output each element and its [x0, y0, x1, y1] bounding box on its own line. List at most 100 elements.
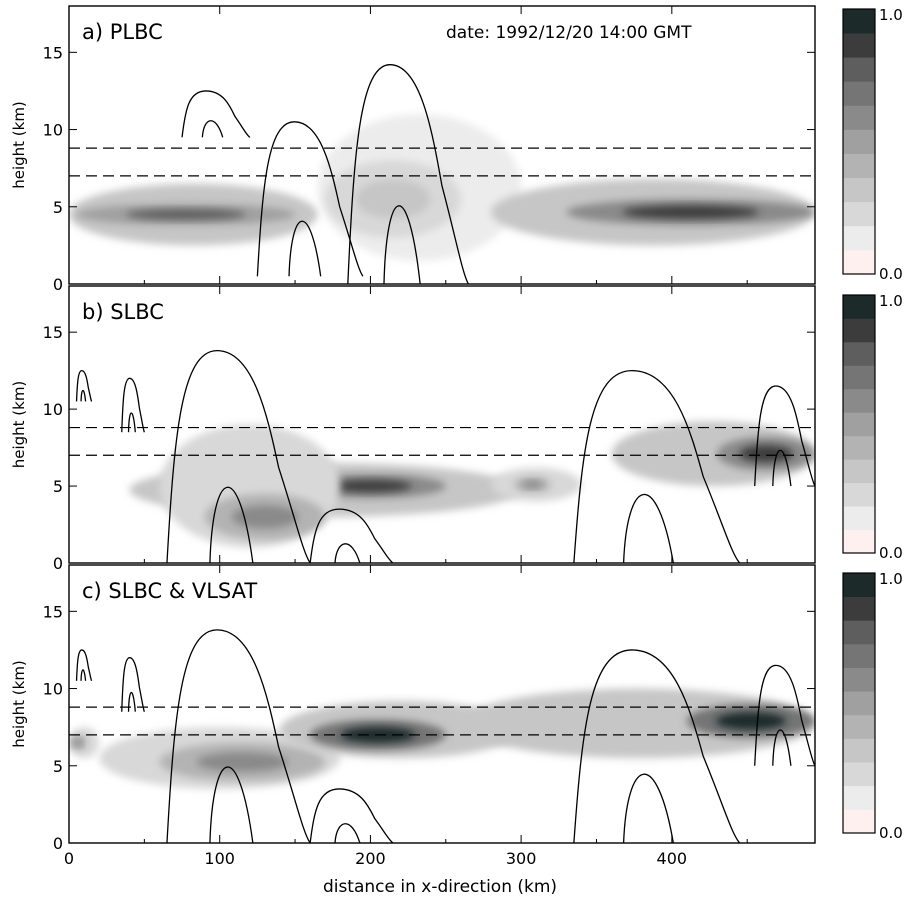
- cloud-contour: [347, 64, 469, 284]
- x-tick-label: 200: [355, 849, 386, 868]
- colorbar: 1.0 0.0: [842, 292, 903, 562]
- colorbar-swatch: [843, 667, 875, 692]
- x-tick-label: 400: [657, 849, 688, 868]
- colorbar-swatch: [843, 129, 875, 154]
- colorbar-swatch: [843, 341, 875, 366]
- colorbar-min-label: 0.0: [879, 544, 903, 562]
- y-axis-label: height (km): [10, 101, 28, 189]
- y-tick-label: 15: [43, 43, 63, 62]
- cloud-contour: [75, 369, 93, 402]
- colorbar: 1.0 0.0: [842, 6, 903, 283]
- colorbar-swatch: [843, 573, 875, 598]
- cloud-contour: [181, 90, 251, 138]
- shaded-region-peak: [355, 179, 431, 219]
- colorbar-swatch: [843, 9, 875, 34]
- colorbar-max-label: 1.0: [879, 6, 903, 24]
- shaded-region-peak: [196, 752, 288, 772]
- cloud-contour: [166, 349, 311, 563]
- colorbar-swatch: [843, 482, 875, 507]
- shaded-region-peak: [622, 205, 760, 219]
- colorbar-swatch: [843, 506, 875, 530]
- colorbar-swatch: [843, 57, 875, 82]
- plot-frame: [68, 564, 816, 844]
- cloud-contour: [754, 385, 815, 487]
- shaded-region-peak: [522, 480, 543, 489]
- colorbar-swatch: [843, 459, 875, 484]
- x-tick-label: 300: [506, 849, 537, 868]
- cloud-contour: [256, 121, 364, 277]
- y-tick-label: 10: [43, 680, 63, 699]
- y-tick-label: 0: [53, 834, 63, 853]
- colorbar-swatch: [843, 714, 875, 739]
- colorbar-swatch: [843, 33, 875, 58]
- colorbar-swatch: [843, 738, 875, 763]
- colorbar-swatch: [843, 691, 875, 716]
- shaded-region-peak: [715, 712, 787, 730]
- plot-frame: [68, 5, 816, 285]
- shaded-region-peak: [328, 479, 412, 493]
- y-tick-label: 0: [53, 554, 63, 573]
- cloud-contour: [166, 629, 311, 843]
- colorbar-swatch: [843, 643, 875, 668]
- panel-2: 0 5 10 15 b) SLBC height (km): [10, 285, 816, 573]
- colorbar-swatch: [843, 529, 875, 554]
- colorbar-swatch: [843, 295, 875, 319]
- colorbar-swatch: [843, 809, 875, 834]
- panel-label: c) SLBC & VLSAT: [82, 579, 257, 603]
- colorbar-swatch: [843, 177, 875, 203]
- colorbar-min-label: 0.0: [879, 824, 903, 842]
- cloud-contour: [309, 508, 394, 563]
- colorbar: 1.0 0.0: [842, 570, 903, 842]
- y-tick-label: 10: [43, 400, 63, 419]
- cloud-contour: [121, 657, 145, 712]
- colorbar-swatch: [843, 388, 875, 413]
- panel-label: b) SLBC: [82, 300, 164, 324]
- y-axis-label: height (km): [10, 660, 28, 748]
- colorbar-max-label: 1.0: [879, 292, 903, 310]
- panel-1: 0 5 10 15 a) PLBC height (km): [10, 5, 816, 294]
- colorbar-max-label: 1.0: [879, 570, 903, 588]
- colorbar-swatch: [843, 412, 875, 437]
- shaded-region-peak: [73, 738, 84, 747]
- colorbar-swatch: [843, 201, 875, 227]
- cloud-contour: [309, 788, 394, 843]
- colorbar-swatch: [843, 365, 875, 390]
- y-tick-label: 15: [43, 323, 63, 342]
- colorbar-swatch: [843, 435, 875, 460]
- colorbar-swatch: [843, 318, 875, 343]
- colorbar-swatch: [843, 249, 875, 275]
- colorbar-frame: [842, 572, 876, 834]
- y-tick-label: 0: [53, 275, 63, 294]
- y-tick-label: 5: [53, 477, 63, 496]
- panel-3: 0 5 10 15 c) SLBC & VLSAT height (km) 0 100 200 3…: [10, 564, 816, 868]
- colorbar-swatch: [843, 225, 875, 251]
- colorbar-swatch: [843, 762, 875, 787]
- date-label: date: 1992/12/20 14:00 GMT: [446, 23, 692, 43]
- x-axis-label: distance in x-direction (km): [323, 877, 557, 897]
- y-tick-label: 5: [53, 757, 63, 776]
- colorbar-swatch: [843, 105, 875, 130]
- y-tick-label: 15: [43, 602, 63, 621]
- cloud-contour: [121, 377, 145, 433]
- cloud-contour: [573, 649, 741, 843]
- colorbar-frame: [842, 8, 876, 275]
- shaded-region-peak: [125, 209, 246, 220]
- shaded-region-peak: [231, 505, 299, 529]
- plot-frame: [68, 285, 816, 564]
- colorbar-swatch: [843, 620, 875, 645]
- colorbar-min-label: 0.0: [879, 265, 903, 283]
- colorbar-swatch: [843, 153, 875, 179]
- y-tick-label: 10: [43, 121, 63, 140]
- colorbar-swatch: [843, 81, 875, 106]
- panel-label: a) PLBC: [82, 20, 163, 44]
- colorbar-swatch: [843, 596, 875, 621]
- x-tick-label: 0: [64, 849, 74, 868]
- cloud-contour: [75, 649, 93, 682]
- shaded-region-peak: [739, 445, 793, 463]
- x-tick-label: 100: [204, 849, 235, 868]
- y-tick-label: 5: [53, 198, 63, 217]
- cloud-contour: [573, 369, 741, 563]
- colorbar-swatch: [843, 785, 875, 810]
- colorbar-frame: [842, 294, 876, 554]
